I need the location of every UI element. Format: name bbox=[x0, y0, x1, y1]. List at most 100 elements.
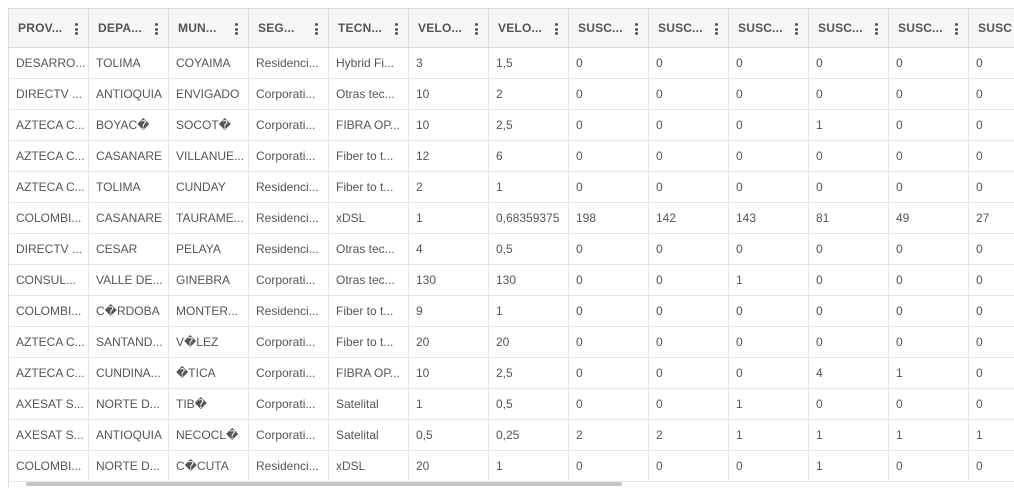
table-cell: 142 bbox=[649, 203, 729, 233]
column-menu-icon[interactable] bbox=[315, 23, 318, 35]
table-cell: �TICA bbox=[169, 358, 249, 388]
table-cell: 2 bbox=[409, 172, 489, 202]
table-cell: 1 bbox=[969, 420, 1014, 450]
table-row[interactable]: AZTECA C... BOYAC� SOCOT� Corporati... FIBRA… bbox=[9, 110, 1014, 141]
table-cell: COLOMBI... bbox=[9, 203, 89, 233]
table-row[interactable]: COLOMBI... CASANARE TAURAME... Residenci...… bbox=[9, 203, 1014, 234]
column-header-1[interactable]: DEPA... bbox=[89, 9, 169, 47]
table-cell: CASANARE bbox=[89, 141, 169, 171]
table-cell: 0,25 bbox=[489, 420, 569, 450]
table-row[interactable]: CONSUL... VALLE DE... GINEBRA Corporati... O… bbox=[9, 265, 1014, 296]
column-menu-icon[interactable] bbox=[395, 23, 398, 35]
column-header-7[interactable]: SUSC... bbox=[569, 9, 649, 47]
column-menu-icon[interactable] bbox=[75, 23, 78, 35]
column-menu-icon[interactable] bbox=[795, 23, 798, 35]
table-cell: Corporati... bbox=[249, 358, 329, 388]
table-cell: 0 bbox=[649, 110, 729, 140]
table-cell: 0 bbox=[969, 79, 1014, 109]
column-header-label: VELO... bbox=[418, 21, 463, 35]
column-header-10[interactable]: SUSC... bbox=[809, 9, 889, 47]
table-cell: 81 bbox=[809, 203, 889, 233]
column-menu-icon[interactable] bbox=[555, 23, 558, 35]
column-header-label: SEG... bbox=[258, 21, 295, 35]
table-cell: 0 bbox=[729, 110, 809, 140]
column-header-label: VELO... bbox=[498, 21, 543, 35]
table-cell: Residenci... bbox=[249, 234, 329, 264]
table-row[interactable]: AZTECA C... CUNDINA... �TICA Corporati... FI… bbox=[9, 358, 1014, 389]
column-menu-icon[interactable] bbox=[155, 23, 158, 35]
table-cell: 1 bbox=[489, 451, 569, 481]
table-row[interactable]: AZTECA C... SANTAND... V�LEZ Corporati... Fi… bbox=[9, 327, 1014, 358]
table-cell: 130 bbox=[489, 265, 569, 295]
table-row[interactable]: DIRECTV ... ANTIOQUIA ENVIGADO Corporati...… bbox=[9, 79, 1014, 110]
table-row[interactable]: AXESAT S... ANTIOQUIA NECOCL� Corporati... S… bbox=[9, 420, 1014, 451]
table-cell: 0 bbox=[809, 141, 889, 171]
table-cell: 0 bbox=[889, 296, 969, 326]
column-header-12[interactable]: SUSC bbox=[969, 9, 1014, 47]
table-cell: GINEBRA bbox=[169, 265, 249, 295]
table-row[interactable]: AXESAT S... NORTE D... TIB� Corporati... Sat… bbox=[9, 389, 1014, 420]
table-cell: 0 bbox=[649, 172, 729, 202]
table-cell: 0 bbox=[649, 141, 729, 171]
table-cell: 0 bbox=[649, 296, 729, 326]
table-cell: 0 bbox=[969, 141, 1014, 171]
table-cell: 0 bbox=[729, 234, 809, 264]
table-row[interactable]: COLOMBI... C�RDOBA MONTER... Residenci... Fi… bbox=[9, 296, 1014, 327]
column-header-8[interactable]: SUSC... bbox=[649, 9, 729, 47]
column-menu-icon[interactable] bbox=[875, 23, 878, 35]
table-cell: CUNDAY bbox=[169, 172, 249, 202]
table-cell: 20 bbox=[489, 327, 569, 357]
column-header-4[interactable]: TECN... bbox=[329, 9, 409, 47]
table-row[interactable]: AZTECA C... TOLIMA CUNDAY Residenci... Fiber… bbox=[9, 172, 1014, 203]
table-cell: 0 bbox=[569, 110, 649, 140]
column-header-9[interactable]: SUSC... bbox=[729, 9, 809, 47]
column-header-5[interactable]: VELO... bbox=[409, 9, 489, 47]
table-cell: NORTE D... bbox=[89, 451, 169, 481]
column-header-0[interactable]: PROV... bbox=[9, 9, 89, 47]
table-cell: 0 bbox=[809, 296, 889, 326]
table-cell: 1 bbox=[409, 203, 489, 233]
column-menu-icon[interactable] bbox=[955, 23, 958, 35]
column-header-2[interactable]: MUN... bbox=[169, 9, 249, 47]
column-menu-icon[interactable] bbox=[635, 23, 638, 35]
table-cell: 20 bbox=[409, 451, 489, 481]
table-cell: 0 bbox=[569, 389, 649, 419]
horizontal-scrollbar-thumb[interactable] bbox=[26, 482, 622, 486]
column-header-label: DEPA... bbox=[98, 21, 142, 35]
column-menu-icon[interactable] bbox=[715, 23, 718, 35]
table-cell: TOLIMA bbox=[89, 172, 169, 202]
table-row[interactable]: DESARRO... TOLIMA COYAIMA Residenci... Hybri… bbox=[9, 48, 1014, 79]
table-cell: 4 bbox=[809, 358, 889, 388]
column-header-label: PROV... bbox=[18, 21, 63, 35]
data-grid: PROV... DEPA... MUN... SEG... TECN... VELO...… bbox=[8, 8, 1014, 488]
table-cell: AZTECA C... bbox=[9, 141, 89, 171]
table-cell: 0 bbox=[889, 48, 969, 78]
table-cell: 0 bbox=[729, 296, 809, 326]
column-header-6[interactable]: VELO... bbox=[489, 9, 569, 47]
table-cell: 2 bbox=[569, 420, 649, 450]
table-cell: TOLIMA bbox=[89, 48, 169, 78]
table-cell: NECOCL� bbox=[169, 420, 249, 450]
table-cell: AZTECA C... bbox=[9, 172, 89, 202]
table-cell: 0 bbox=[889, 79, 969, 109]
table-row[interactable]: DIRECTV ... CESAR PELAYA Residenci... Otras … bbox=[9, 234, 1014, 265]
table-row[interactable]: COLOMBI... NORTE D... C�CUTA Residenci... xD… bbox=[9, 451, 1014, 482]
table-cell: TIB� bbox=[169, 389, 249, 419]
table-cell: ANTIOQUIA bbox=[89, 420, 169, 450]
table-cell: NORTE D... bbox=[89, 389, 169, 419]
table-cell: Corporati... bbox=[249, 141, 329, 171]
table-cell: CONSUL... bbox=[9, 265, 89, 295]
table-cell: 0 bbox=[569, 172, 649, 202]
column-menu-icon[interactable] bbox=[475, 23, 478, 35]
column-header-11[interactable]: SUSC... bbox=[889, 9, 969, 47]
table-cell: 0 bbox=[649, 389, 729, 419]
table-cell: AZTECA C... bbox=[9, 327, 89, 357]
table-cell: SANTAND... bbox=[89, 327, 169, 357]
table-cell: DIRECTV ... bbox=[9, 234, 89, 264]
column-menu-icon[interactable] bbox=[235, 23, 238, 35]
table-cell: TAURAME... bbox=[169, 203, 249, 233]
column-header-3[interactable]: SEG... bbox=[249, 9, 329, 47]
horizontal-scrollbar[interactable] bbox=[18, 482, 998, 487]
table-cell: DIRECTV ... bbox=[9, 79, 89, 109]
table-row[interactable]: AZTECA C... CASANARE VILLANUE... Corporati.… bbox=[9, 141, 1014, 172]
